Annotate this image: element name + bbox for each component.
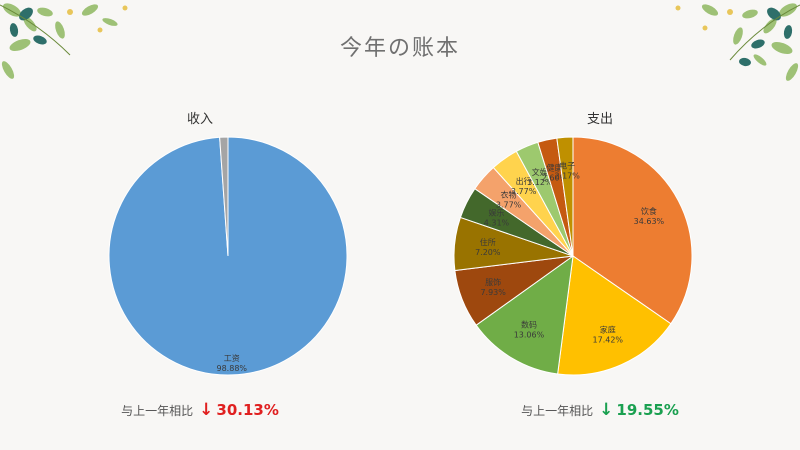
expense-compare-value: 19.55%: [616, 401, 679, 419]
income-compare-value: 30.13%: [216, 401, 279, 419]
slice-value-1-3: 7.93%: [480, 288, 506, 297]
expense-chart-panel: 支出 饮食 34.63% 家庭 17.42% 数码 13.06% 服饰 7.93% 住所 7.20…: [400, 100, 800, 440]
slice-label-1-7: 出行: [516, 176, 532, 186]
income-chart-title: 收入: [186, 112, 213, 127]
slice-value-1-10: 2.17%: [554, 172, 580, 181]
slice-label-1-6: 衣物: [501, 190, 517, 200]
slice-label-1-0: 饮食: [641, 206, 657, 216]
floral-decoration-left: [0, 3, 128, 79]
expense-compare-label: 与上一年相比: [521, 404, 594, 418]
down-arrow-icon: ↓: [599, 400, 614, 420]
slice-value-1-7: 3.77%: [511, 187, 537, 196]
pie-slice-1-1: [557, 255, 672, 376]
slice-label-1-9: 健康: [546, 162, 562, 172]
slice-label-1-2: 数码: [521, 319, 537, 329]
slice-value-1-2: 13.06%: [514, 330, 545, 339]
slice-label-1-8: 文娱: [532, 167, 548, 177]
slice-value-1-9: 2.60%: [542, 173, 568, 182]
slice-label-1-1: 家庭: [600, 324, 616, 334]
slice-label-1-5: 娱乐: [488, 208, 504, 218]
slice-label-1-3: 服饰: [485, 277, 501, 287]
income-chart-panel: 收入 工资 98.88% 与上一年相比 ↓ 30.13%: [0, 100, 400, 440]
slice-value-1-5: 4.31%: [484, 219, 510, 228]
slice-value-1-4: 7.20%: [475, 248, 501, 257]
down-arrow-icon: ↓: [199, 400, 214, 420]
pie-slice-0-1: [219, 136, 229, 257]
expense-chart-title: 支出: [586, 112, 613, 127]
slice-label-1-4: 住所: [480, 237, 496, 247]
slice-value-1-0: 34.63%: [634, 217, 665, 226]
pie-slice-1-0: [572, 136, 693, 325]
income-comparison: 与上一年相比 ↓ 30.13%: [0, 400, 400, 420]
slice-value-1-8: 3.12%: [527, 178, 553, 187]
slice-value-1-1: 17.42%: [593, 335, 624, 344]
page-title: 今年の账本: [339, 36, 460, 61]
income-compare-label: 与上一年相比: [121, 404, 194, 418]
slice-value-1-6: 3.77%: [496, 201, 522, 210]
floral-decoration-right: [675, 3, 800, 81]
slice-label-0-0: 工资: [224, 353, 240, 363]
slice-value-0-0: 98.88%: [217, 364, 248, 373]
slice-label-1-10: 电子: [559, 161, 575, 171]
pie-slice-1-2: [475, 254, 574, 375]
expense-comparison: 与上一年相比 ↓ 19.55%: [400, 400, 800, 420]
pie-slice-1-10: [556, 136, 574, 257]
